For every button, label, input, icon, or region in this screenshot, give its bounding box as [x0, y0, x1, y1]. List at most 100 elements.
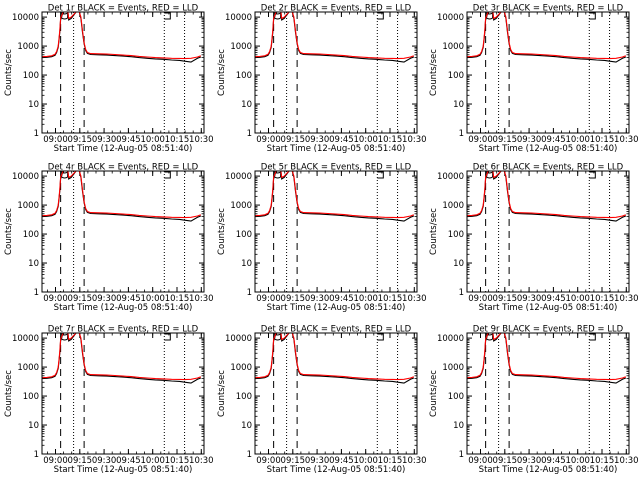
series-group: [42, 171, 202, 222]
x-tick-label: 10:15: [165, 456, 190, 466]
x-tick-label: 09:45: [541, 294, 566, 304]
panel-5: Det 5r BLACK = Events, RED = LLD Counts/s…: [217, 163, 427, 314]
y-tick-label: 10000: [437, 172, 464, 182]
series-line-lld: [255, 12, 414, 60]
x-axis-label: Start Time (12-Aug-05 08:51:40): [267, 465, 406, 475]
x-tick-label: 10:30: [189, 135, 214, 145]
y-tick-label: 10: [28, 259, 39, 269]
x-tick-label: 09:00: [256, 294, 281, 304]
x-tick-label: 09:30: [517, 456, 542, 466]
panel-title: Det 4r BLACK = Events, RED = LLD: [48, 163, 199, 173]
panel-title: Det 3r BLACK = Events, RED = LLD: [473, 4, 624, 14]
y-tick-label: 1000: [17, 201, 39, 211]
panel-8: Det 8r BLACK = Events, RED = LLD Counts/s…: [217, 325, 427, 476]
y-axis-label: Counts/sec: [4, 49, 14, 96]
panel-title: Det 5r BLACK = Events, RED = LLD: [261, 163, 412, 173]
x-tick-label: 10:15: [378, 135, 403, 145]
y-tick-label: 100: [23, 71, 39, 81]
flag-marker: [486, 333, 494, 341]
y-axis-label: Counts/sec: [429, 208, 439, 255]
series-line-lld: [42, 333, 201, 381]
panel-title: Det 2r BLACK = Events, RED = LLD: [261, 4, 412, 14]
flag-marker: [61, 171, 69, 179]
series-line-lld: [467, 333, 626, 381]
y-tick-label: 1: [34, 450, 39, 460]
y-axis-label: Counts/sec: [217, 370, 227, 417]
x-tick-label: 09:30: [517, 294, 542, 304]
y-tick-label: 100: [23, 392, 39, 402]
x-tick-label: 09:45: [329, 135, 354, 145]
x-tick-label: 09:00: [468, 456, 493, 466]
y-tick-label: 10000: [12, 172, 39, 182]
panel-6: Det 6r BLACK = Events, RED = LLD Counts/s…: [429, 163, 639, 314]
y-tick-label: 100: [448, 230, 464, 240]
x-tick-label: 10:15: [590, 456, 615, 466]
panel-7: Det 7r BLACK = Events, RED = LLD Counts/s…: [4, 325, 214, 476]
x-tick-label: 10:00: [565, 135, 590, 145]
panel-2: Det 2r BLACK = Events, RED = LLD Counts/s…: [217, 4, 427, 155]
x-axis-label: Start Time (12-Aug-05 08:51:40): [267, 303, 406, 313]
y-tick-label: 10: [453, 259, 464, 269]
flag-marker: [164, 12, 171, 20]
y-tick-label: 10: [241, 100, 252, 110]
y-tick-label: 1: [459, 129, 464, 139]
x-tick-label: 09:15: [68, 456, 93, 466]
y-tick-label: 10: [241, 259, 252, 269]
x-tick-label: 10:30: [189, 294, 214, 304]
series-group: [255, 333, 415, 384]
x-tick-label: 09:00: [468, 135, 493, 145]
x-tick-label: 10:00: [565, 456, 590, 466]
x-tick-label: 10:15: [590, 294, 615, 304]
x-tick-label: 09:15: [68, 294, 93, 304]
y-tick-label: 1: [247, 129, 252, 139]
flag-marker: [486, 12, 494, 20]
plot-frame: [41, 170, 205, 293]
x-tick-label: 10:15: [378, 294, 403, 304]
y-tick-label: 1000: [17, 42, 39, 52]
series-group: [467, 171, 627, 222]
y-tick-label: 1: [247, 288, 252, 298]
x-tick-label: 09:30: [517, 135, 542, 145]
y-tick-label: 1000: [230, 363, 252, 373]
x-tick-label: 10:15: [165, 294, 190, 304]
y-tick-label: 10000: [437, 13, 464, 23]
x-axis-label: Start Time (12-Aug-05 08:51:40): [54, 465, 193, 475]
y-tick-label: 100: [236, 230, 252, 240]
x-tick-label: 09:45: [541, 456, 566, 466]
panel-title: Det 1r BLACK = Events, RED = LLD: [48, 4, 199, 14]
y-tick-label: 100: [236, 392, 252, 402]
x-tick-label: 09:00: [43, 294, 68, 304]
series-line-lld: [42, 171, 201, 219]
x-tick-label: 09:30: [92, 294, 117, 304]
x-tick-label: 09:30: [305, 135, 330, 145]
x-tick-label: 09:30: [305, 456, 330, 466]
x-tick-label: 09:00: [43, 456, 68, 466]
y-tick-label: 1: [459, 450, 464, 460]
y-tick-label: 100: [448, 392, 464, 402]
y-tick-label: 10: [453, 421, 464, 431]
x-tick-label: 10:15: [590, 135, 615, 145]
flag-marker: [589, 333, 596, 341]
x-axis-label: Start Time (12-Aug-05 08:51:40): [479, 144, 618, 154]
series-group: [467, 333, 627, 384]
x-axis-label: Start Time (12-Aug-05 08:51:40): [479, 303, 618, 313]
x-tick-label: 09:45: [116, 294, 141, 304]
flag-marker: [274, 333, 282, 341]
x-tick-label: 10:30: [402, 135, 427, 145]
y-tick-label: 1: [459, 288, 464, 298]
panel-title: Det 9r BLACK = Events, RED = LLD: [473, 325, 624, 335]
y-axis-label: Counts/sec: [217, 208, 227, 255]
flag-marker: [61, 333, 69, 341]
y-tick-label: 10000: [437, 334, 464, 344]
panel-1: Det 1r BLACK = Events, RED = LLD Counts/s…: [4, 4, 214, 155]
plot-frame: [254, 11, 418, 134]
x-tick-label: 09:00: [468, 294, 493, 304]
plot-frame: [41, 332, 205, 455]
y-tick-label: 100: [448, 71, 464, 81]
panel-4: Det 4r BLACK = Events, RED = LLD Counts/s…: [4, 163, 214, 314]
x-tick-label: 09:15: [493, 456, 518, 466]
y-tick-label: 1000: [442, 363, 464, 373]
x-tick-label: 10:00: [140, 135, 165, 145]
x-tick-label: 10:30: [614, 135, 639, 145]
x-tick-label: 09:00: [256, 456, 281, 466]
